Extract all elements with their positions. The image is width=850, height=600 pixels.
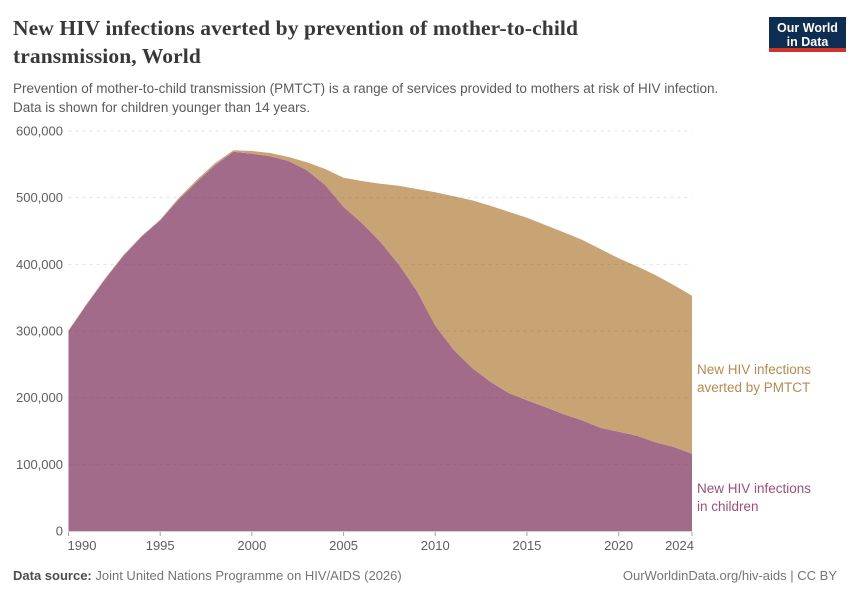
y-axis-tick-label: 300,000: [16, 324, 63, 339]
data-source-label: Data source:: [13, 568, 92, 583]
y-axis-tick-label: 100,000: [16, 457, 63, 472]
x-axis-tick-label: 2024: [665, 538, 694, 553]
y-axis-tick-label: 400,000: [16, 257, 63, 272]
chart-subtitle-line-2: Data is shown for children younger than …: [13, 100, 311, 115]
data-source-text: Joint United Nations Programme on HIV/AI…: [91, 568, 402, 583]
area-series-children[interactable]: [68, 151, 693, 531]
x-axis-tick-label: 2000: [237, 538, 266, 553]
x-axis-tick-label: 2015: [512, 538, 541, 553]
y-axis-tick-label: 500,000: [16, 190, 63, 205]
data-source-note: Data source: Joint United Nations Progra…: [13, 568, 402, 583]
chart-footer: Data source: Joint United Nations Progra…: [13, 568, 837, 583]
chart-title-line-1: New HIV infections averted by prevention…: [13, 16, 579, 40]
y-axis-tick-label: 0: [56, 524, 63, 539]
owid-logo-line-1: Our World: [777, 20, 838, 35]
x-axis-tick-label: 2005: [329, 538, 358, 553]
x-axis-tick-label: 1995: [146, 538, 175, 553]
chart-title-line-2: transmission, World: [13, 44, 201, 68]
area-series-averted[interactable]: [68, 150, 693, 454]
y-axis-tick-label: 600,000: [16, 124, 63, 139]
y-axis-tick-label: 200,000: [16, 390, 63, 405]
chart-subtitle-line-1: Prevention of mother-to-child transmissi…: [13, 81, 719, 96]
owid-logo: Our World in Data: [769, 17, 846, 52]
owid-logo-red-bar: [769, 48, 846, 52]
chart-subtitle: Prevention of mother-to-child transmissi…: [13, 79, 758, 117]
chart-header: New HIV infections averted by prevention…: [13, 14, 758, 117]
x-axis-tick-label: 1990: [68, 538, 97, 553]
x-axis-tick-label: 2020: [604, 538, 633, 553]
x-axis-tick-label: 2010: [421, 538, 450, 553]
series-label-children: New HIV infections: [697, 481, 811, 496]
series-label-averted: averted by PMTCT: [697, 380, 810, 395]
chart-title: New HIV infections averted by prevention…: [13, 14, 758, 70]
owid-logo-line-2: in Data: [786, 34, 829, 49]
owid-link: OurWorldinData.org/hiv-aids | CC BY: [622, 568, 837, 583]
series-label-averted: New HIV infections: [697, 362, 811, 377]
series-label-children: in children: [697, 499, 759, 514]
